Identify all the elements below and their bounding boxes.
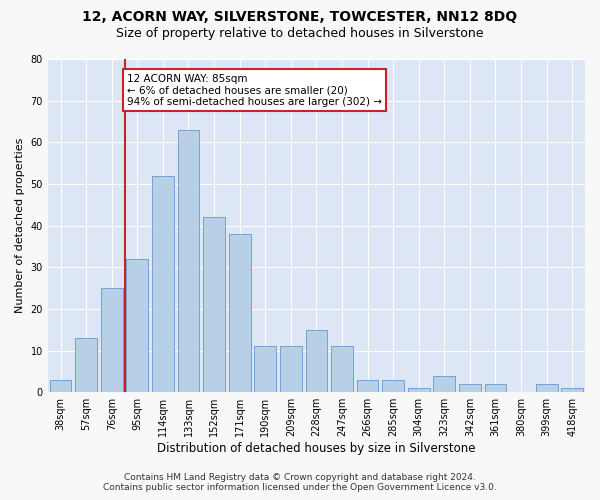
Bar — [101, 288, 122, 392]
Bar — [280, 346, 302, 392]
Bar — [305, 330, 327, 392]
Bar — [152, 176, 174, 392]
Bar — [356, 380, 379, 392]
Bar — [50, 380, 71, 392]
Bar — [254, 346, 276, 392]
Bar — [408, 388, 430, 392]
Bar — [536, 384, 557, 392]
Bar — [485, 384, 506, 392]
Bar — [459, 384, 481, 392]
Bar — [562, 388, 583, 392]
Y-axis label: Number of detached properties: Number of detached properties — [15, 138, 25, 314]
Text: 12 ACORN WAY: 85sqm
← 6% of detached houses are smaller (20)
94% of semi-detache: 12 ACORN WAY: 85sqm ← 6% of detached hou… — [127, 74, 382, 107]
X-axis label: Distribution of detached houses by size in Silverstone: Distribution of detached houses by size … — [157, 442, 476, 455]
Bar — [331, 346, 353, 392]
Bar — [203, 218, 225, 392]
Bar — [127, 259, 148, 392]
Bar — [75, 338, 97, 392]
Text: Contains HM Land Registry data © Crown copyright and database right 2024.
Contai: Contains HM Land Registry data © Crown c… — [103, 473, 497, 492]
Bar — [382, 380, 404, 392]
Text: Size of property relative to detached houses in Silverstone: Size of property relative to detached ho… — [116, 28, 484, 40]
Bar — [178, 130, 199, 392]
Bar — [433, 376, 455, 392]
Text: 12, ACORN WAY, SILVERSTONE, TOWCESTER, NN12 8DQ: 12, ACORN WAY, SILVERSTONE, TOWCESTER, N… — [82, 10, 518, 24]
Bar — [229, 234, 251, 392]
